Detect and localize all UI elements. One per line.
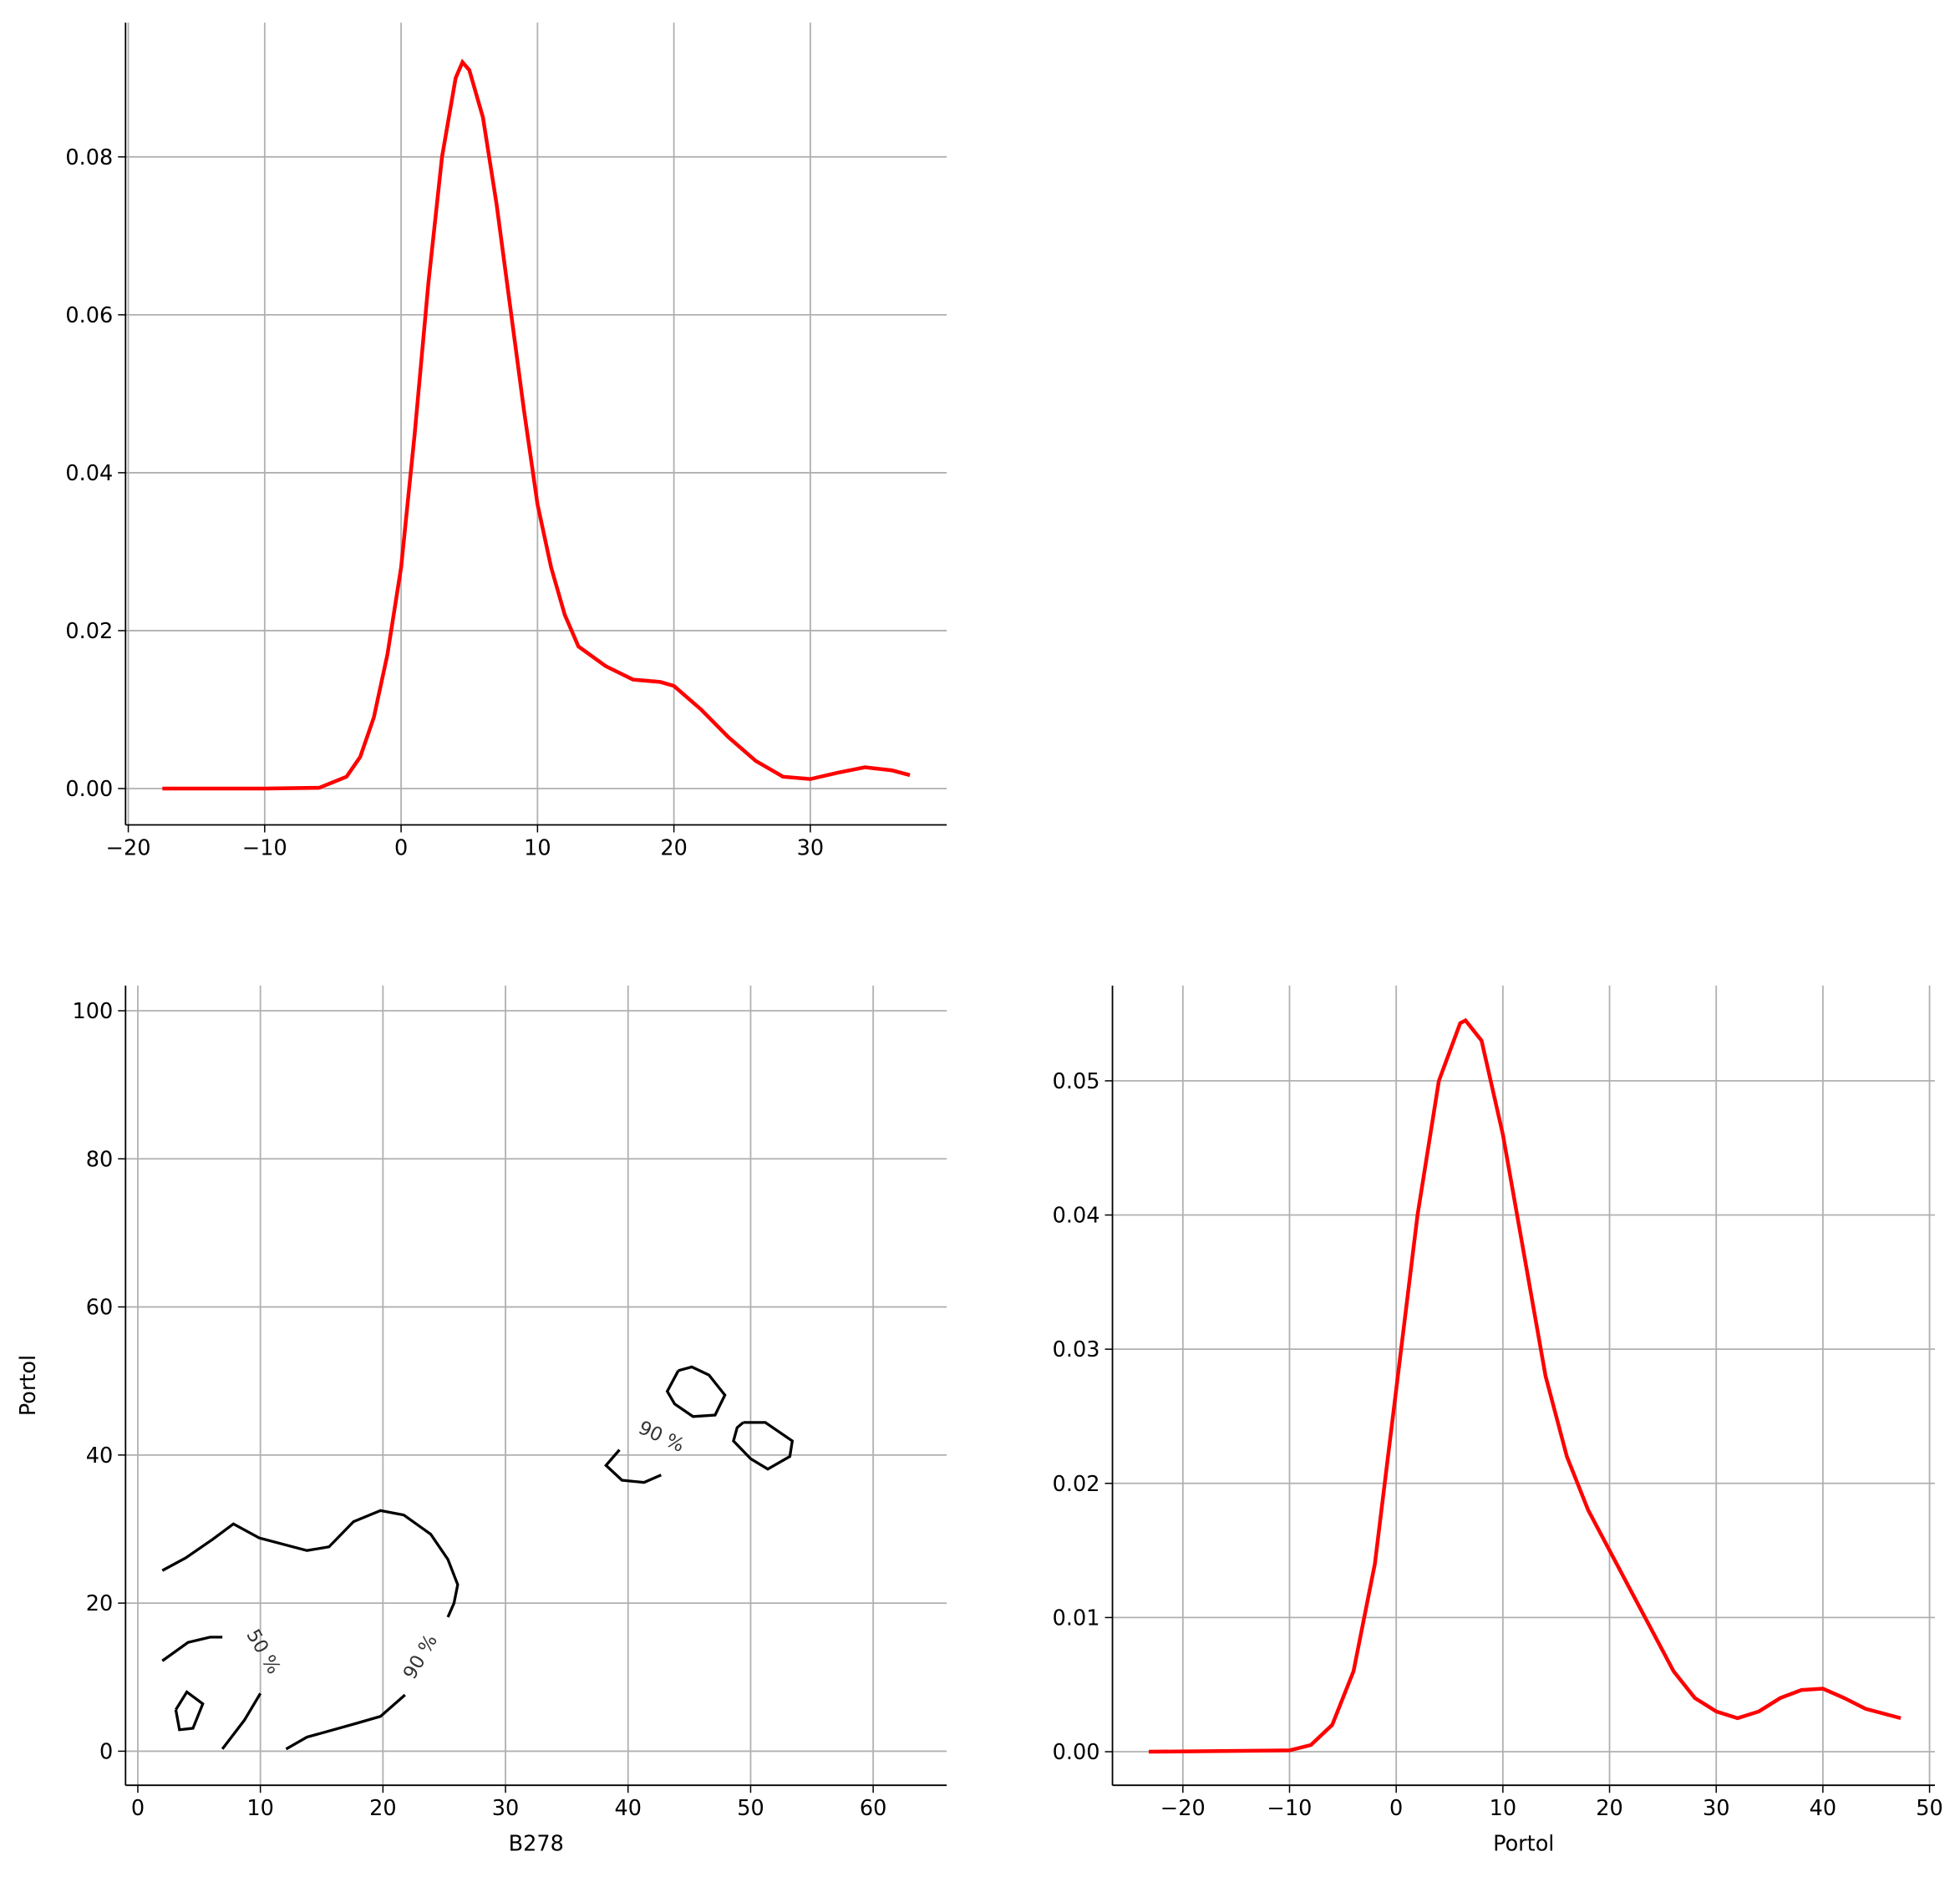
x-tick-label: −10 [1267, 1796, 1313, 1821]
contour-line [665, 1365, 727, 1418]
contour-label: 90 % [635, 1417, 688, 1457]
contour-line [174, 1690, 205, 1732]
x-tick-label: −20 [1160, 1796, 1206, 1821]
x-axis-label: Portol [1493, 1831, 1554, 1856]
y-tick-label: 20 [86, 1591, 114, 1616]
y-tick-label: 0.02 [65, 619, 113, 644]
y-tick-label: 0.01 [1053, 1606, 1100, 1631]
y-tick-label: 0.08 [65, 145, 113, 170]
contour-line [604, 1448, 663, 1484]
density-line [162, 58, 911, 791]
contour-line [221, 1692, 262, 1750]
contour-line [285, 1693, 406, 1751]
y-tick-label: 0.05 [1053, 1069, 1100, 1094]
x-tick-label: 30 [492, 1796, 520, 1821]
x-tick-label: 20 [369, 1796, 397, 1821]
y-tick-label: 0.02 [1053, 1472, 1100, 1497]
y-tick-label: 0.00 [65, 777, 113, 802]
y-tick-label: 0.06 [65, 303, 113, 328]
contour-line [732, 1421, 795, 1471]
x-tick-label: 0 [1389, 1796, 1403, 1821]
x-tick-label: 0 [131, 1796, 145, 1821]
x-tick-label: 30 [797, 836, 825, 861]
x-tick-label: 0 [394, 836, 408, 861]
x-tick-label: 10 [524, 836, 551, 861]
y-tick-label: 0 [99, 1739, 113, 1764]
y-axis-label: Portol [16, 1355, 41, 1416]
y-tick-label: 0.03 [1053, 1337, 1100, 1362]
y-tick-label: 100 [73, 999, 114, 1024]
contour-label: 90 % [399, 1631, 442, 1683]
y-tick-label: 60 [86, 1296, 114, 1321]
x-tick-label: −20 [106, 836, 151, 861]
y-tick-label: 40 [86, 1443, 114, 1469]
x-tick-label: 20 [660, 836, 688, 861]
y-tick-label: 0.00 [1053, 1740, 1100, 1765]
x-tick-label: 40 [1810, 1796, 1837, 1821]
x-tick-label: 20 [1596, 1796, 1623, 1821]
x-tick-label: 60 [860, 1796, 887, 1821]
x-tick-label: 10 [246, 1796, 274, 1821]
y-tick-label: 0.04 [1053, 1204, 1100, 1229]
x-tick-label: 30 [1703, 1796, 1729, 1821]
x-tick-label: −10 [242, 836, 287, 861]
y-tick-label: 80 [86, 1147, 114, 1172]
x-tick-label: 40 [615, 1796, 642, 1821]
x-tick-label: 50 [737, 1796, 764, 1821]
y-tick-label: 0.04 [65, 461, 113, 486]
contour-line [161, 1509, 460, 1618]
contour-label: 50 % [241, 1626, 284, 1678]
density-line [1148, 1017, 1902, 1754]
x-tick-label: 10 [1490, 1796, 1517, 1821]
x-axis-label: B278 [509, 1831, 564, 1856]
contour-line [161, 1636, 223, 1662]
x-tick-label: 50 [1916, 1796, 1943, 1821]
